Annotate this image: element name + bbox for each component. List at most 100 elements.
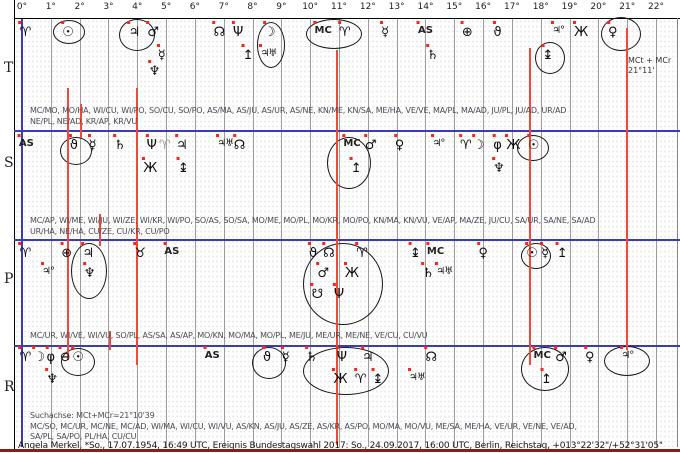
- kronos-glyph[interactable]: Ψ: [232, 21, 243, 39]
- aries-glyph[interactable]: ♈: [18, 21, 31, 39]
- aries-glyph[interactable]: ♈: [458, 134, 472, 152]
- mercury-glyph[interactable]: ☿: [156, 44, 166, 62]
- hades-glyph[interactable]: Ж: [332, 368, 347, 386]
- as-label[interactable]: AS: [416, 21, 433, 36]
- jupiter-ring-glyph[interactable]: ♃°: [40, 262, 55, 277]
- venus-glyph[interactable]: ♀: [607, 21, 618, 39]
- mars-glyph[interactable]: ♂: [316, 262, 329, 280]
- mc-label[interactable]: MC: [425, 242, 444, 257]
- kronos-glyph[interactable]: Ψ: [332, 283, 344, 301]
- as-label[interactable]: AS: [203, 346, 220, 361]
- as-label[interactable]: AS: [163, 242, 179, 257]
- vulkanus-glyph[interactable]: ↨: [371, 368, 383, 386]
- vulkanus-glyph[interactable]: ↨: [541, 44, 553, 62]
- admetos-glyph[interactable]: ♉: [133, 242, 146, 260]
- moon-glyph[interactable]: ☽: [471, 134, 485, 152]
- as-label[interactable]: AS: [17, 134, 34, 149]
- mercury-glyph[interactable]: ☿: [280, 346, 290, 364]
- venus-glyph[interactable]: ♀: [583, 346, 595, 364]
- neptune-glyph[interactable]: ♆: [147, 60, 160, 78]
- zeus-glyph[interactable]: ↥: [349, 157, 362, 175]
- cupido-glyph[interactable]: ⊕: [60, 242, 72, 260]
- aries-glyph[interactable]: ♈: [355, 242, 368, 260]
- zeus-pair-glyph[interactable]: ♃♅: [259, 44, 277, 59]
- mercury-glyph[interactable]: ☿: [87, 134, 97, 152]
- saturn-glyph[interactable]: ♄: [304, 346, 317, 364]
- zeus-glyph[interactable]: ↥: [241, 44, 254, 62]
- mc-label[interactable]: MC: [532, 346, 551, 361]
- mc-label[interactable]: MC: [313, 21, 332, 36]
- vulkanus-glyph[interactable]: ↨: [408, 242, 421, 260]
- node-glyph[interactable]: ☊: [232, 134, 245, 152]
- aries-glyph[interactable]: ♈: [158, 138, 171, 153]
- jupiter-glyph[interactable]: ♃: [361, 346, 374, 364]
- apollon-glyph[interactable]: ϑ: [492, 21, 502, 39]
- position-marker-dot: [216, 134, 220, 137]
- position-marker-dot: [408, 242, 412, 245]
- sun-glyph[interactable]: ☉: [61, 21, 74, 39]
- hades-glyph[interactable]: Ж: [343, 262, 359, 280]
- aries-glyph[interactable]: ♈: [337, 21, 351, 39]
- jupiter-ring-glyph[interactable]: ♃°: [620, 346, 634, 361]
- sun-glyph[interactable]: ☉: [526, 134, 539, 152]
- neptune-glyph[interactable]: ♆: [82, 262, 96, 280]
- jupiter-glyph[interactable]: ♃: [175, 134, 188, 152]
- zeus-pair-glyph[interactable]: ♃♅: [435, 262, 453, 277]
- node-south-glyph[interactable]: ☋: [310, 283, 323, 301]
- zeus-glyph[interactable]: ↥: [540, 368, 552, 386]
- position-marker-dot: [335, 346, 339, 349]
- poseidon-glyph[interactable]: φ: [45, 346, 55, 364]
- jupiter-ring-glyph[interactable]: ♃°: [551, 21, 565, 36]
- mc-label[interactable]: MC: [342, 134, 361, 149]
- venus-glyph[interactable]: ♀: [393, 134, 404, 152]
- poseidon-glyph[interactable]: φ: [492, 134, 502, 152]
- sun-glyph[interactable]: ☉: [525, 242, 538, 260]
- degree-tick-label: 18°: [532, 2, 549, 12]
- position-marker-dot: [471, 134, 475, 137]
- node-glyph[interactable]: ☊: [424, 346, 437, 364]
- apollon-glyph[interactable]: ϑ: [68, 134, 78, 152]
- position-marker-dot: [61, 21, 65, 24]
- hades-glyph[interactable]: Ж: [573, 21, 588, 39]
- cupido-glyph[interactable]: ⊕: [460, 21, 473, 39]
- node-glyph[interactable]: ☊: [322, 242, 335, 260]
- jupiter-ring-glyph[interactable]: ♃°: [431, 134, 445, 149]
- saturn-glyph[interactable]: ♄: [425, 44, 439, 62]
- sun-glyph[interactable]: ☉: [71, 346, 84, 364]
- vulkanus-glyph[interactable]: ↨: [176, 157, 189, 175]
- node-glyph[interactable]: ☊: [212, 21, 225, 39]
- mercury-glyph[interactable]: ☿: [380, 21, 389, 39]
- venus-glyph[interactable]: ♀: [477, 242, 488, 260]
- jupiter-glyph[interactable]: ♃: [127, 21, 140, 39]
- zeus-pair-glyph[interactable]: ♃♅: [407, 368, 426, 383]
- saturn-glyph[interactable]: ♄: [113, 134, 126, 152]
- hades-glyph[interactable]: Ж: [505, 134, 520, 152]
- aries-glyph[interactable]: ♈: [18, 346, 31, 364]
- position-marker-dot: [540, 368, 544, 371]
- mars-glyph[interactable]: ♂: [363, 134, 377, 152]
- position-marker-dot: [81, 242, 85, 245]
- aries-glyph[interactable]: ♈: [353, 368, 366, 386]
- apollon-glyph[interactable]: ϑ: [261, 346, 271, 364]
- degree-gridline: [425, 18, 427, 447]
- kronos-glyph[interactable]: Ψ: [145, 134, 157, 152]
- apollon-glyph[interactable]: ϑ: [308, 242, 317, 260]
- zeus-glyph[interactable]: ↥: [555, 242, 568, 260]
- jupiter-glyph[interactable]: ♃: [81, 242, 94, 260]
- zeus-pair-glyph[interactable]: ♃♅: [216, 134, 234, 149]
- neptune-glyph[interactable]: ♆: [45, 368, 58, 386]
- hades-glyph[interactable]: Ж: [142, 157, 157, 175]
- moon-glyph[interactable]: ☽: [263, 21, 276, 39]
- neptune-glyph[interactable]: ♆: [492, 157, 505, 175]
- kronos-glyph[interactable]: Ψ: [335, 346, 347, 364]
- left-frame-line: [14, 0, 15, 449]
- degree-tick-label: 11°: [331, 2, 347, 12]
- mars-glyph[interactable]: ♂: [554, 346, 567, 364]
- midpoint-list-line: UR/HA, NE/HA, CU/ZE, CU/KR, CU/PO: [30, 227, 170, 236]
- admetos2-glyph[interactable]: ⊖: [58, 346, 71, 364]
- mercury-glyph[interactable]: ☿: [540, 242, 549, 260]
- aries-glyph[interactable]: ♈: [18, 242, 31, 260]
- mars-glyph[interactable]: ♂: [146, 21, 159, 39]
- saturn-glyph[interactable]: ♄: [421, 262, 434, 280]
- moon-glyph[interactable]: ☽: [32, 346, 45, 364]
